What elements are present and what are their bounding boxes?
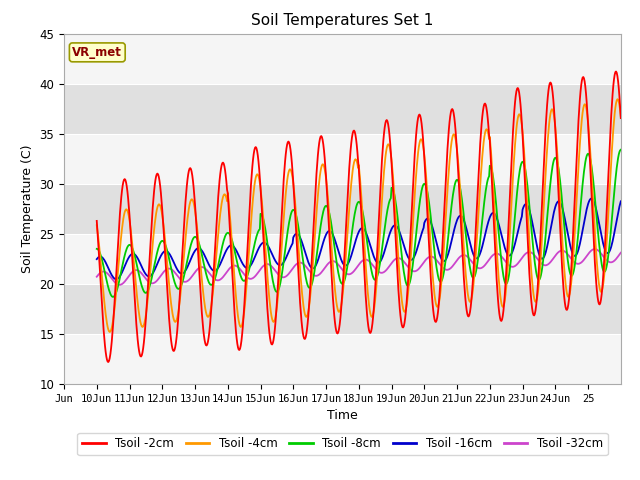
Bar xyxy=(64,34,621,84)
Bar xyxy=(64,84,621,134)
X-axis label: Time: Time xyxy=(327,409,358,422)
Title: Soil Temperatures Set 1: Soil Temperatures Set 1 xyxy=(252,13,433,28)
Bar xyxy=(64,334,621,384)
Legend: Tsoil -2cm, Tsoil -4cm, Tsoil -8cm, Tsoil -16cm, Tsoil -32cm: Tsoil -2cm, Tsoil -4cm, Tsoil -8cm, Tsoi… xyxy=(77,433,607,455)
Bar xyxy=(64,184,621,234)
Bar xyxy=(64,234,621,284)
Bar xyxy=(64,284,621,334)
Y-axis label: Soil Temperature (C): Soil Temperature (C) xyxy=(21,144,34,273)
Bar xyxy=(64,134,621,184)
Text: VR_met: VR_met xyxy=(72,46,122,59)
